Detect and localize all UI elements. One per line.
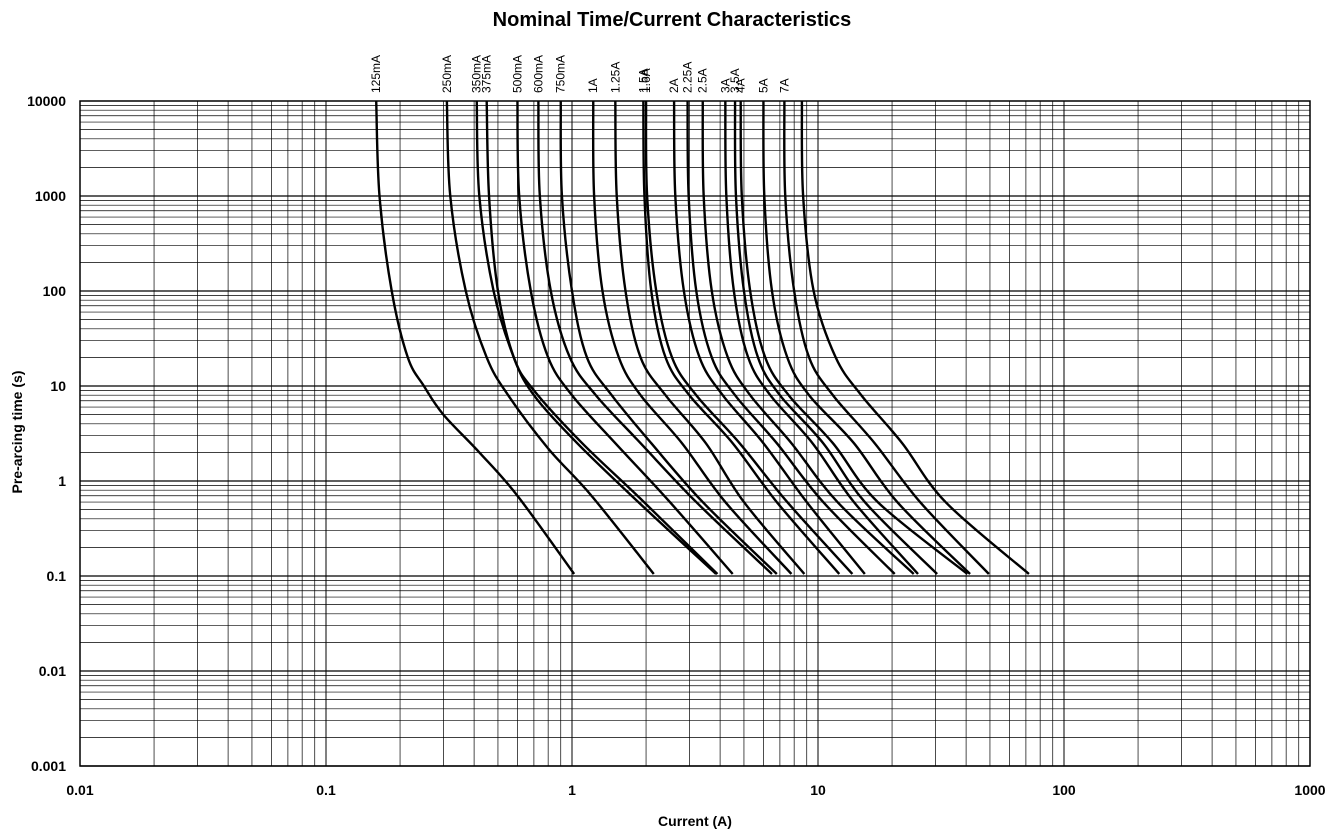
y-tick-labels: 0.001 0.01 0.1 1 10 100 1000 10000 <box>27 93 66 774</box>
y-tick-label: 0.01 <box>39 663 66 679</box>
curve <box>762 100 971 575</box>
series-label: 3.5A <box>728 68 742 93</box>
curve <box>516 100 734 575</box>
curve <box>800 100 1030 575</box>
grid <box>79 100 1311 767</box>
series-label: 4A <box>734 78 748 93</box>
y-tick-label: 1 <box>58 473 66 489</box>
series-label: 250mA <box>440 55 454 93</box>
curve <box>614 100 806 575</box>
series-label: 1.25A <box>608 62 622 93</box>
series-label: 500mA <box>510 55 524 93</box>
series-label: 2.25A <box>681 62 695 93</box>
chart-title: Nominal Time/Current Characteristics <box>493 9 852 31</box>
curve <box>783 100 990 575</box>
series-label: 2A <box>667 78 681 93</box>
curve <box>733 100 938 575</box>
curve <box>701 100 915 575</box>
y-tick-label: 10000 <box>27 93 66 109</box>
curve <box>537 100 773 575</box>
x-tick-label: 1 <box>568 782 576 798</box>
series-label: 350mA <box>470 55 484 93</box>
series-label: 600mA <box>531 55 545 93</box>
x-tick-label: 1000 <box>1294 782 1325 798</box>
curve <box>445 100 655 575</box>
x-tick-label: 0.01 <box>66 782 93 798</box>
curve <box>686 100 896 575</box>
series-label: 3A <box>718 78 732 93</box>
plot-frame <box>79 100 1311 767</box>
x-tick-label: 10 <box>810 782 826 798</box>
series-label: 1A <box>586 78 600 93</box>
y-tick-label: 0.001 <box>31 758 66 774</box>
y-tick-label: 1000 <box>35 188 66 204</box>
curve <box>672 100 866 575</box>
series-label: 375mA <box>480 55 494 93</box>
curve <box>739 100 969 575</box>
curve <box>485 100 719 575</box>
x-tick-label: 0.1 <box>316 782 336 798</box>
series-label: 1.6A <box>639 68 653 93</box>
series-label: 125mA <box>369 55 383 93</box>
y-tick-label: 100 <box>43 283 67 299</box>
y-tick-label: 10 <box>50 378 66 394</box>
series-label: 7A <box>777 78 791 93</box>
curve <box>644 100 854 575</box>
curve <box>375 100 576 575</box>
series-label: 1.5A <box>636 68 650 93</box>
curve <box>591 100 793 575</box>
y-axis-label: Pre-arcing time (s) <box>9 371 25 494</box>
x-axis-label: Current (A) <box>658 813 732 829</box>
curve <box>559 100 778 575</box>
series-label: 750mA <box>554 55 568 93</box>
x-tick-label: 100 <box>1052 782 1076 798</box>
series-label: 2.5A <box>696 68 710 93</box>
x-tick-labels: 0.01 0.1 1 10 100 1000 <box>66 782 1325 798</box>
curve <box>724 100 919 575</box>
series-label: 5A <box>756 78 770 93</box>
curve <box>642 100 841 575</box>
curves <box>375 100 1030 575</box>
y-tick-label: 0.1 <box>47 568 67 584</box>
